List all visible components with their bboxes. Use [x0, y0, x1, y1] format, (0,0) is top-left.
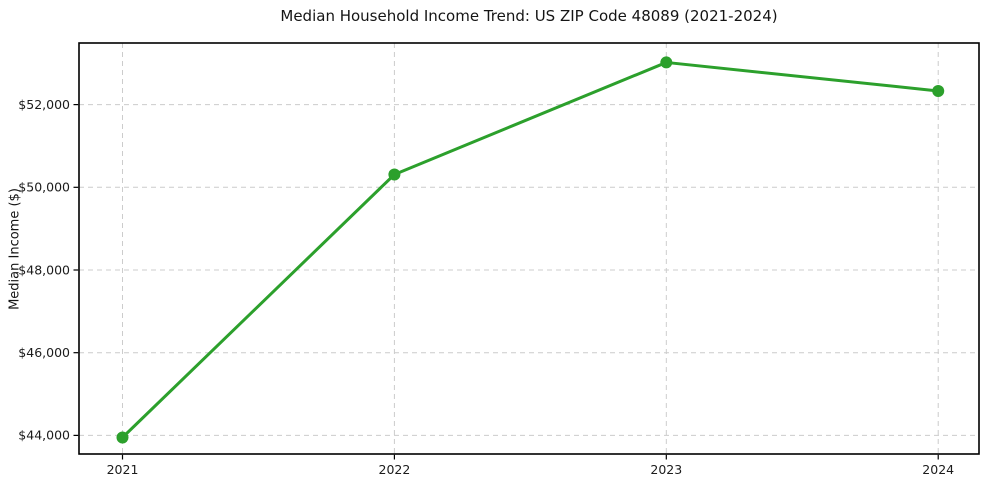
x-tick-label: 2024 — [922, 462, 954, 477]
x-tick-label: 2023 — [650, 462, 682, 477]
plot-frame — [78, 42, 980, 455]
y-tick-label: $46,000 — [18, 345, 70, 360]
trend-line — [121, 60, 940, 439]
x-tick-label: 2021 — [107, 462, 139, 477]
y-tick-label: $50,000 — [18, 180, 70, 195]
data-point-2023 — [660, 56, 673, 69]
data-point-2021 — [116, 431, 129, 444]
data-point-2022 — [388, 168, 401, 181]
chart-title: Median Household Income Trend: US ZIP Co… — [280, 7, 778, 25]
y-tick-label: $44,000 — [18, 428, 70, 443]
y-tick-label: $52,000 — [18, 97, 70, 112]
data-point-2024 — [932, 84, 945, 97]
x-tick-label: 2022 — [379, 462, 411, 477]
y-tick-label: $48,000 — [18, 262, 70, 277]
